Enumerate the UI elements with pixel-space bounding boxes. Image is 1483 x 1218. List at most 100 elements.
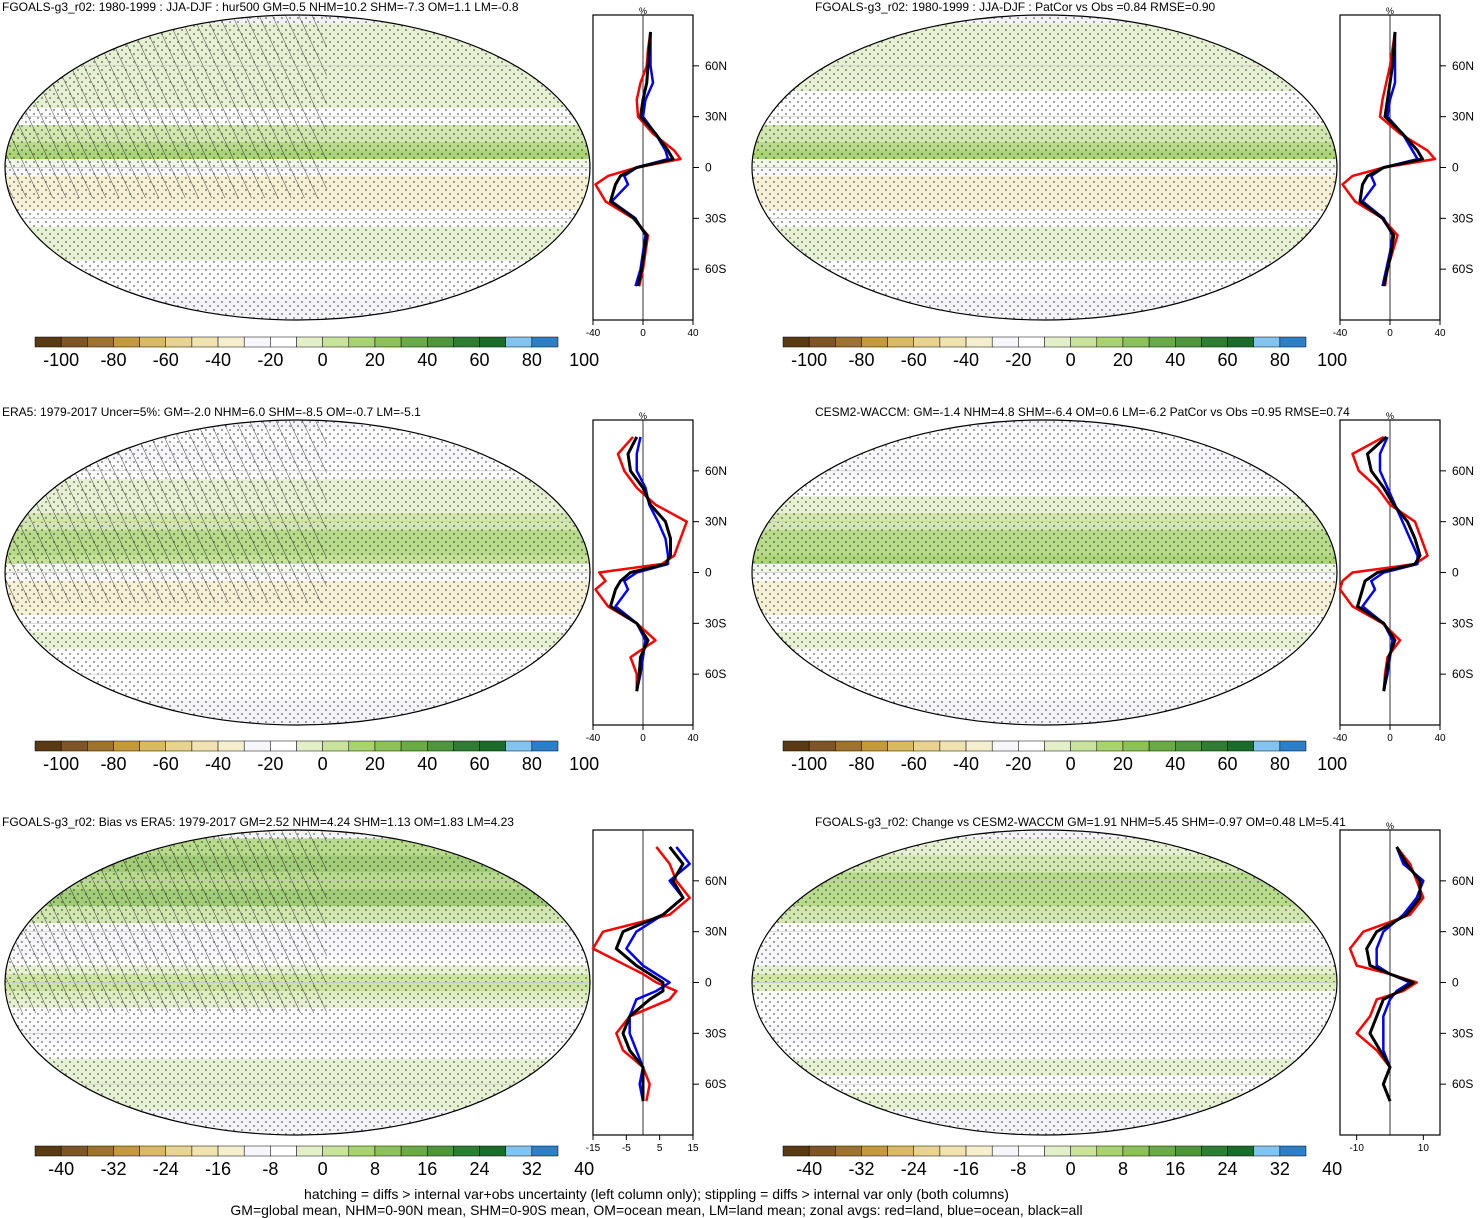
colorbar-swatch [348, 1145, 376, 1157]
colorbar-tick-label: -20 [1005, 754, 1031, 774]
colorbar-tick-label: -80 [848, 350, 874, 370]
colorbar-tick-label: -40 [796, 1159, 822, 1179]
panel-5: FGOALS-g3_r02: Bias vs ERA5: 1979-2017 G… [2, 815, 727, 1179]
lat-tick-label: 60N [705, 874, 727, 888]
colorbar-tick-label: 40 [417, 754, 437, 774]
colorbar-swatch [1148, 1145, 1176, 1157]
colorbar-swatch [1096, 740, 1124, 752]
x-tick-label: -5 [622, 1143, 631, 1154]
panel-title: CESM2-WACCM: GM=-1.4 NHM=4.8 SHM=-6.4 OM… [815, 405, 1350, 419]
colorbar-swatch [991, 1145, 1019, 1157]
colorbar-swatch [1175, 1145, 1202, 1157]
colorbar-swatch [1175, 740, 1202, 752]
colorbar-tick-label: 40 [1165, 754, 1185, 774]
lat-tick-label: 30S [705, 616, 726, 630]
colorbar-swatch [1201, 740, 1228, 752]
colorbar-tick-label: 0 [318, 754, 328, 774]
panel-title: FGOALS-g3_r02: Change vs CESM2-WACCM GM=… [815, 815, 1346, 829]
colorbar-swatch [453, 1145, 480, 1157]
footer-note-2: GM=global mean, NHM=0-90N mean, SHM=0-90… [230, 1202, 1083, 1218]
panel-title: FGOALS-g3_r02: Bias vs ERA5: 1979-2017 G… [2, 815, 514, 829]
colorbar-tick-label: 100 [1317, 754, 1347, 774]
lat-tick-label: 30S [1452, 616, 1473, 630]
all-zonal-line [609, 436, 672, 692]
colorbar-tick-label: 60 [1218, 350, 1238, 370]
lat-tick-label: 60S [705, 667, 726, 681]
zonal-unit-label: % [1386, 6, 1394, 16]
colorbar-swatch [1122, 1145, 1150, 1157]
colorbar-swatch [1018, 1145, 1045, 1157]
map-outline [751, 829, 1338, 1136]
colorbar-tick-label: 32 [522, 1159, 542, 1179]
colorbar-tick-label: -100 [43, 754, 79, 774]
zonal-avg-panel: % 60N 30N 0 30S 60S -10 10 [1339, 821, 1474, 1154]
colorbar-swatch [87, 1145, 114, 1157]
colorbar-tick-label: 100 [1317, 350, 1347, 370]
colorbar-swatch [348, 336, 376, 348]
colorbar-swatch [34, 740, 62, 752]
colorbar-tick-label: -24 [153, 1159, 179, 1179]
lat-tick-label: 0 [705, 161, 712, 175]
colorbar-swatch [296, 1145, 323, 1157]
colorbar-swatch [374, 1145, 402, 1157]
colorbar-tick-label: -40 [205, 754, 231, 774]
zonal-unit-label: % [639, 411, 647, 421]
colorbar-swatch [505, 336, 533, 348]
colorbar-swatch [1044, 1145, 1071, 1157]
colorbar-swatch [531, 740, 559, 752]
colorbar-swatch [322, 1145, 350, 1157]
colorbar-swatch [87, 740, 114, 752]
colorbar-swatch [1122, 336, 1150, 348]
colorbar: -40 -32 -24 -16 -8 0 8 16 24 32 40 [34, 1145, 594, 1179]
colorbar-swatch [296, 740, 323, 752]
zonal-unit-label: % [639, 6, 647, 16]
colorbar-swatch [991, 336, 1019, 348]
panel-3: ERA5: 1979-2017 Uncer=5%: GM=-2.0 NHM=6.… [2, 405, 727, 774]
colorbar-swatch [479, 1145, 506, 1157]
colorbar-swatch [1044, 336, 1071, 348]
colorbar-swatch [887, 740, 914, 752]
colorbar-swatch [400, 1145, 428, 1157]
colorbar-swatch [782, 740, 810, 752]
colorbar-swatch [1201, 1145, 1228, 1157]
colorbar: -100 -80 -60 -40 -20 0 20 40 60 80 100 [34, 336, 599, 370]
colorbar-tick-label: 24 [1218, 1159, 1238, 1179]
colorbar-swatch [243, 1145, 271, 1157]
x-tick-label: 40 [687, 733, 699, 744]
lat-tick-label: 0 [1452, 976, 1459, 990]
colorbar-tick-label: 0 [318, 1159, 328, 1179]
map-field [752, 830, 1337, 1135]
map-outline [4, 419, 591, 726]
colorbar-swatch [861, 740, 888, 752]
colorbar-swatch [296, 336, 323, 348]
x-tick-label: -10 [1349, 1143, 1364, 1154]
lat-tick-label: 30N [1452, 110, 1474, 124]
colorbar-swatch [808, 1145, 836, 1157]
colorbar-tick-label: -100 [791, 350, 827, 370]
colorbar-tick-label: 32 [1270, 1159, 1290, 1179]
colorbar-swatch [1201, 336, 1228, 348]
ocean-zonal-line [1375, 846, 1425, 1102]
lat-tick-label: 30S [705, 1026, 726, 1040]
colorbar-swatch [113, 1145, 140, 1157]
colorbar-tick-label: 20 [1113, 350, 1133, 370]
x-tick-label: 0 [1387, 328, 1393, 339]
colorbar-tick-label: 60 [470, 754, 490, 774]
hatching [5, 830, 327, 1013]
colorbar-swatch [139, 336, 167, 348]
colorbar-swatch [1253, 336, 1281, 348]
lat-tick-label: 60S [705, 262, 726, 276]
all-zonal-line [1356, 435, 1422, 692]
panel-2: FGOALS-g3_r02: 1980-1999 : JJA-DJF : Pat… [751, 0, 1474, 370]
map-field [5, 830, 590, 1135]
lat-tick-label: 30N [705, 110, 727, 124]
hatching [5, 15, 327, 198]
colorbar-swatch [217, 336, 245, 348]
colorbar-swatch [1279, 1145, 1307, 1157]
colorbar-swatch [453, 336, 480, 348]
x-tick-label: -40 [586, 733, 601, 744]
lat-tick-label: 30N [1452, 515, 1474, 529]
panels: FGOALS-g3_r02: 1980-1999 : JJA-DJF : hur… [2, 0, 1474, 1179]
colorbar-swatch [782, 1145, 810, 1157]
all-zonal-line [609, 31, 675, 287]
